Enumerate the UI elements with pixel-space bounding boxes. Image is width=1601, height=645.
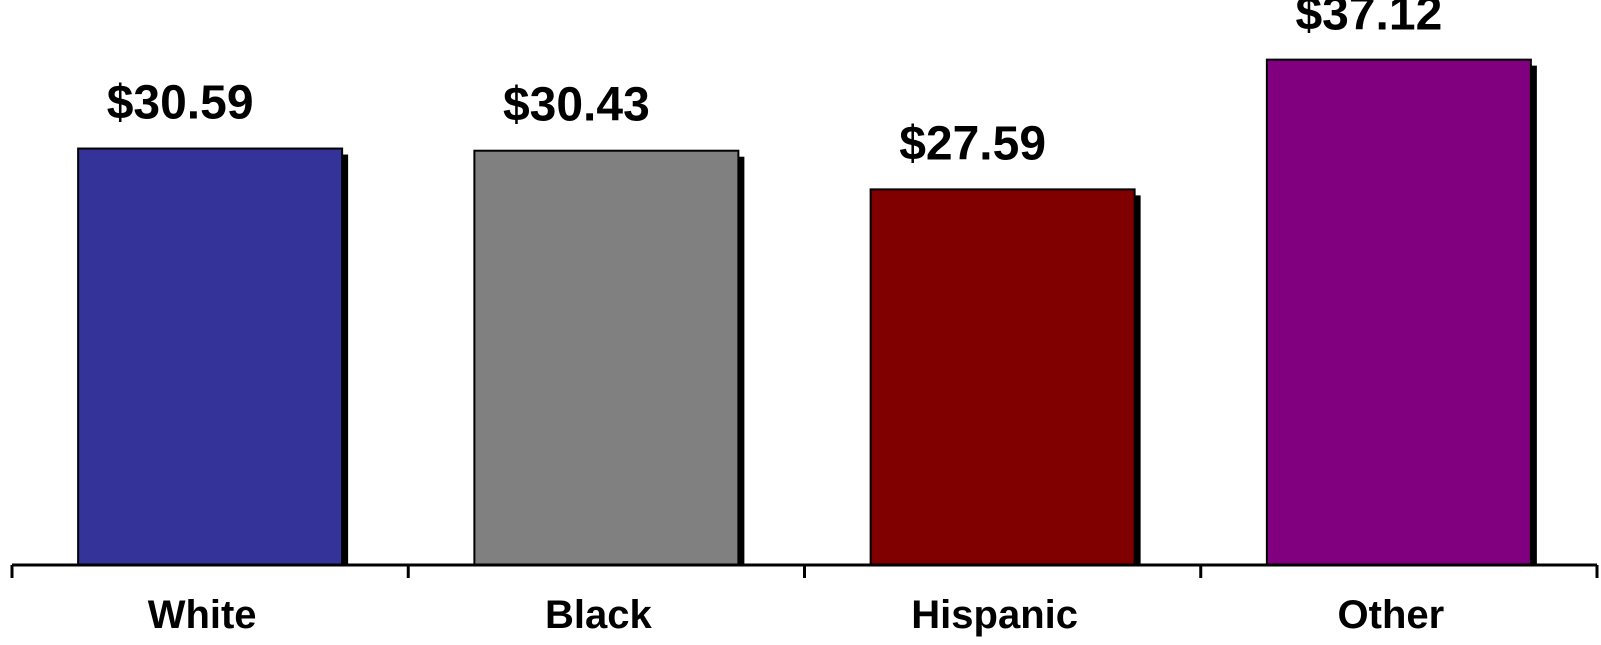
value-label-hispanic: $27.59 (899, 117, 1046, 170)
value-label-black: $30.43 (503, 79, 650, 132)
category-label-white: White (148, 593, 257, 637)
bars-group (77, 58, 1537, 567)
bar-other (1265, 58, 1532, 567)
value-label-other: $37.12 (1295, 0, 1442, 41)
value-label-white: $30.59 (107, 77, 254, 130)
labels-group: $30.59 White $30.43 Black $27.59 Hispanic $37.… (107, 0, 1445, 637)
bar-white (77, 147, 344, 567)
category-label-black: Black (545, 593, 652, 637)
bar-black (473, 149, 740, 567)
category-label-other: Other (1338, 593, 1445, 637)
bar-hispanic (869, 188, 1136, 566)
x-axis (10, 563, 1599, 578)
category-label-hispanic: Hispanic (911, 593, 1078, 637)
